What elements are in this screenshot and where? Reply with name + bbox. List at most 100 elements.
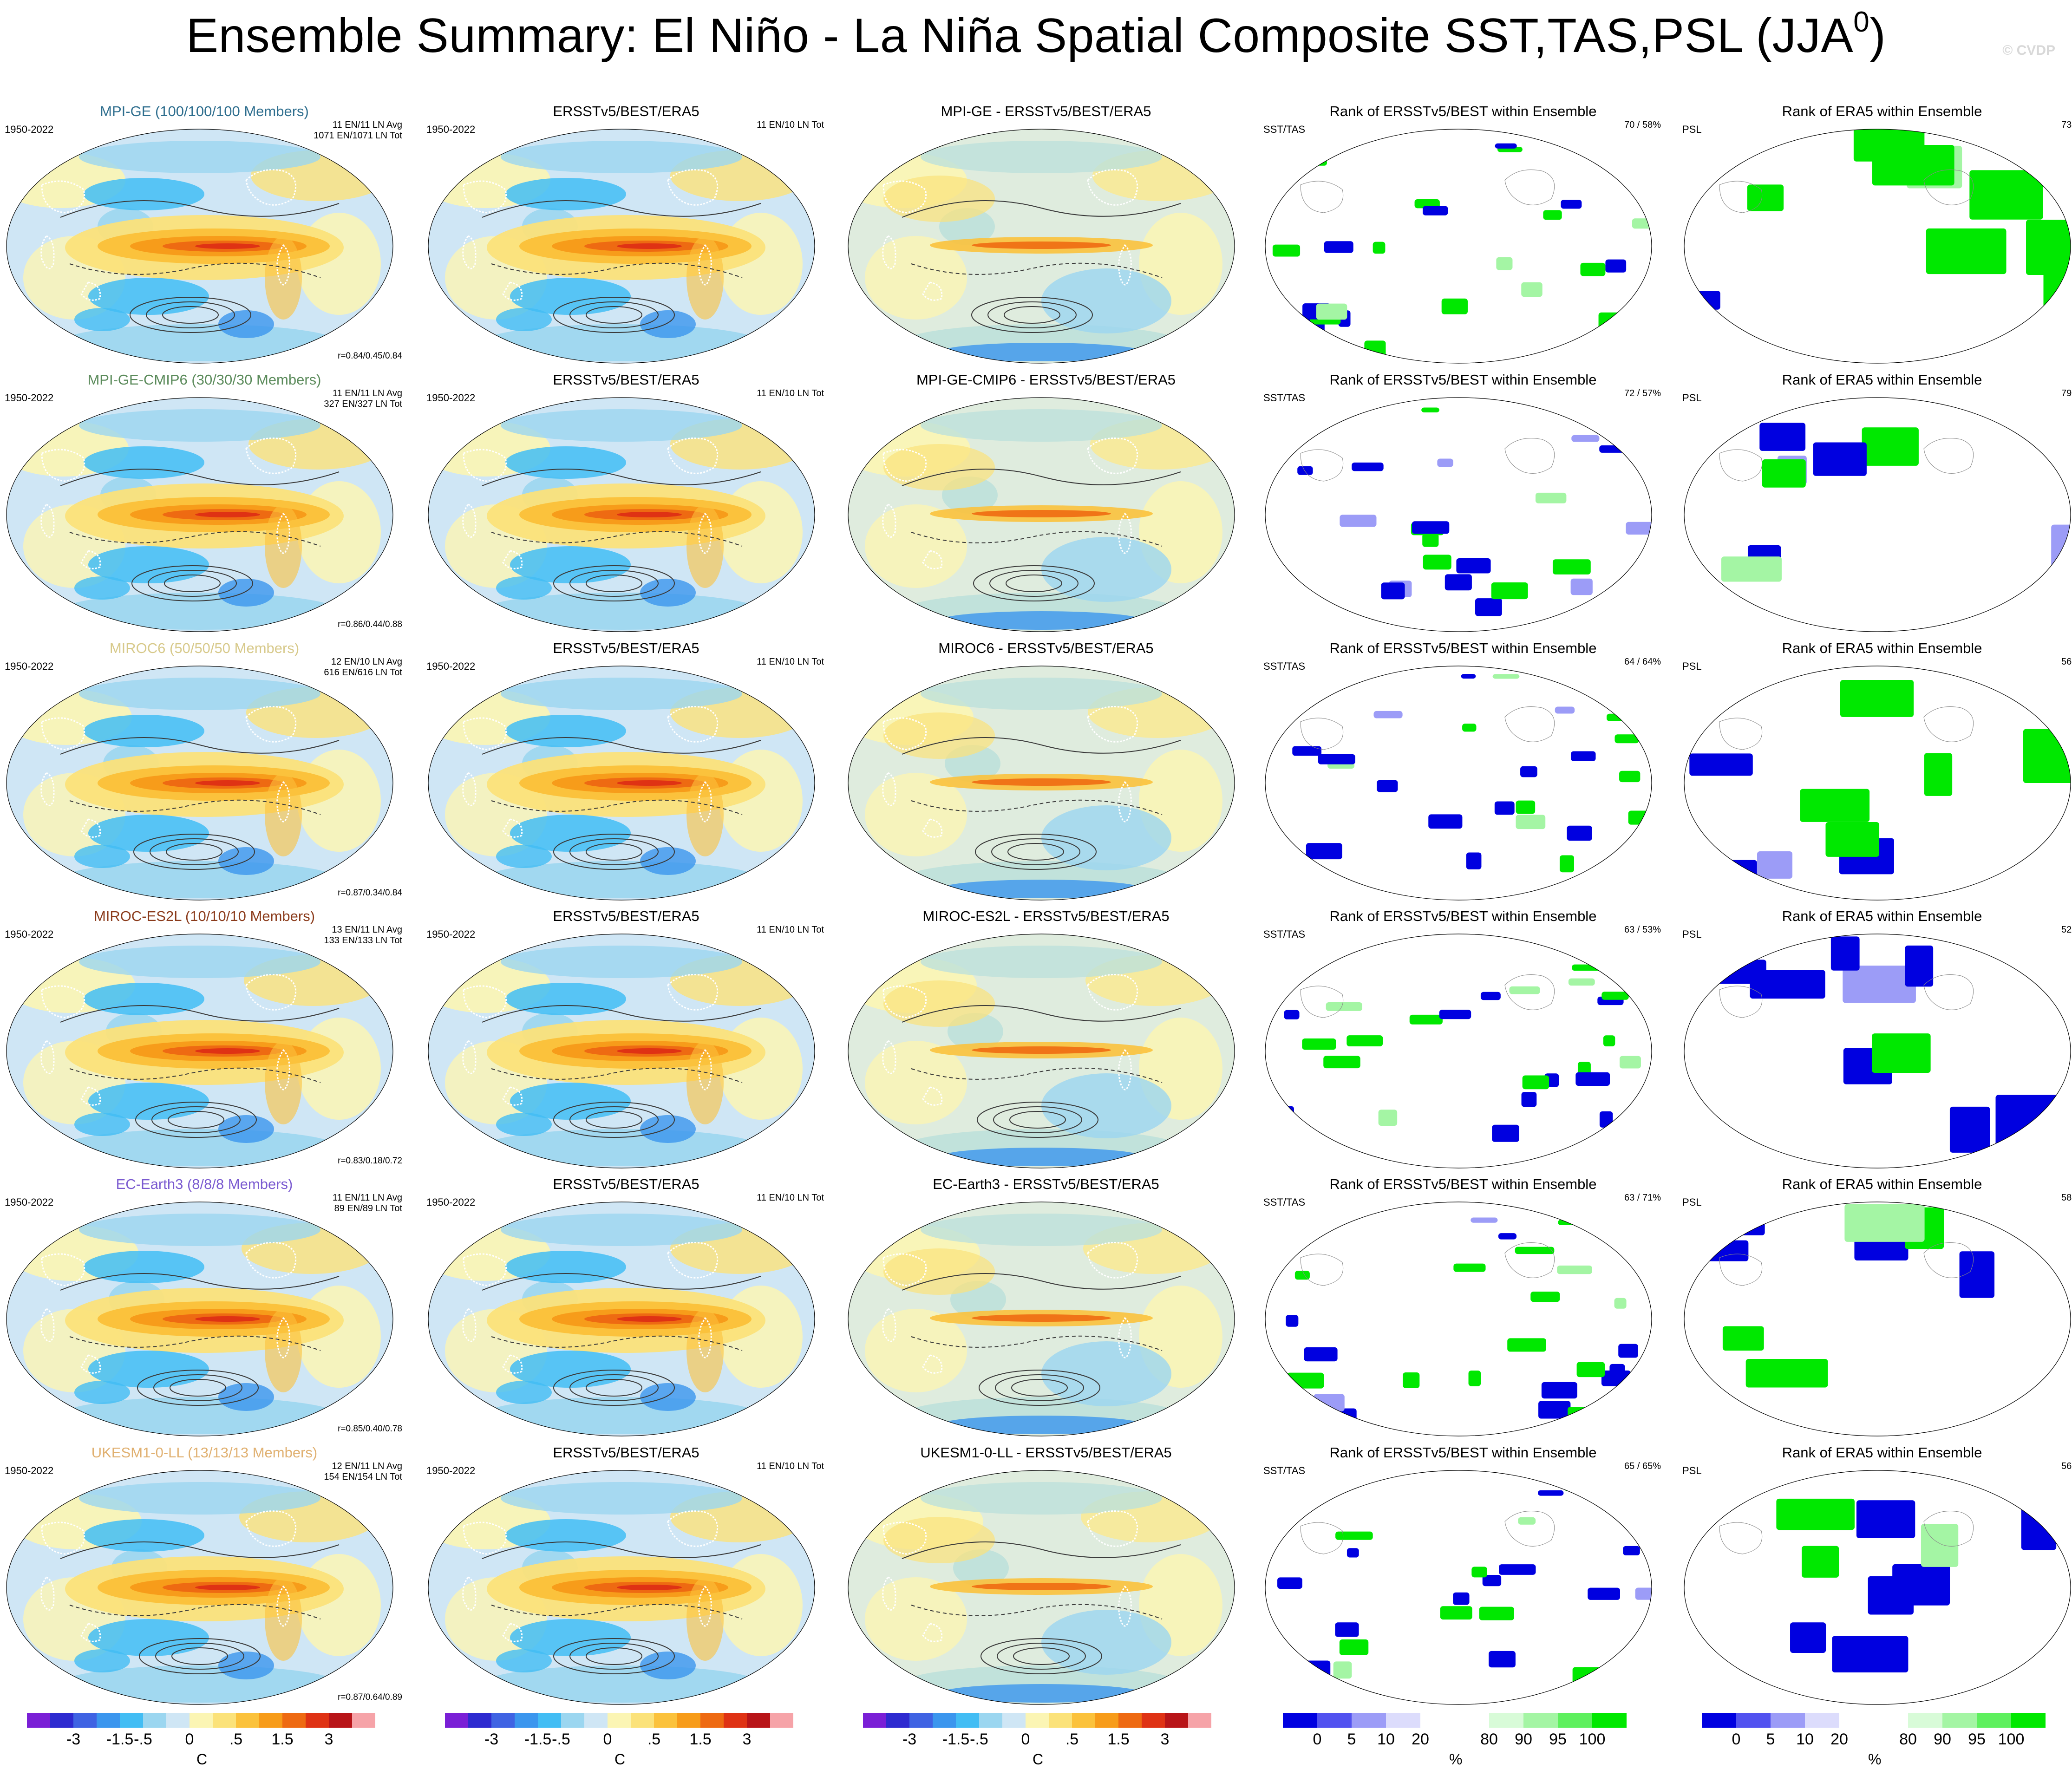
period-label: 1950-2022 — [426, 928, 476, 940]
rank-psl-map — [1684, 397, 2071, 632]
panel-title: UKESM1-0-LL (13/13/13 Members) — [91, 1444, 318, 1461]
composite-map — [6, 934, 393, 1169]
panel-observed-composite: ERSSTv5/BEST/ERA5 1950-2022 11 EN/10 LN To… — [426, 908, 826, 1173]
rank-percent: 79% — [2061, 388, 2072, 398]
count-tot: 154 EN/154 LN Tot — [324, 1472, 402, 1482]
colorbar-swatch — [909, 1713, 933, 1728]
panel-rank-psl: Rank of ERA5 within Ensemble PSL 56% — [1682, 1444, 2072, 1709]
panel-title: MPI-GE-CMIP6 - ERSSTv5/BEST/ERA5 — [916, 372, 1176, 388]
colorbar-tick: 1.5 — [271, 1730, 294, 1748]
pattern-correlation: r=0.87/0.64/0.89 — [338, 1692, 402, 1702]
panel-difference: UKESM1-0-LL - ERSSTv5/BEST/ERA5 — [846, 1444, 1246, 1709]
rank-sst-map — [1265, 666, 1652, 901]
map-field — [7, 1202, 393, 1436]
count-avg: 11 EN/11 LN Avg — [332, 388, 402, 398]
composite-counts: 11 EN/10 LN Tot — [757, 388, 824, 398]
rank-colorbar: 0 5 10 20 80 90 95 100% — [1283, 1713, 1627, 1776]
temperature-colorbar: -3 -1.5 -.5 0 .5 1.5 3 C — [27, 1713, 375, 1776]
variable-label: SST/TAS — [1263, 124, 1306, 135]
panel-rank-sst-tas: Rank of ERSSTv5/BEST within Ensemble SST/… — [1263, 908, 1663, 1173]
composite-map — [6, 666, 393, 901]
composite-counts: 11 EN/10 LN Tot — [757, 1193, 824, 1203]
count-tot: 616 EN/616 LN Tot — [324, 667, 402, 678]
panel-title: ERSSTv5/BEST/ERA5 — [553, 908, 699, 924]
panel-rank-psl: Rank of ERA5 within Ensemble PSL 58% — [1682, 1176, 2072, 1441]
panel-title: Rank of ERSSTv5/BEST within Ensemble — [1329, 640, 1597, 656]
count-avg: 12 EN/10 LN Avg — [331, 657, 402, 667]
observed-map — [428, 666, 815, 901]
panel-title: ERSSTv5/BEST/ERA5 — [553, 1176, 699, 1192]
figure-title-text: Ensemble Summary: El Niño - La Niña Spat… — [186, 9, 1854, 63]
count-tot: 327 EN/327 LN Tot — [324, 399, 402, 409]
panel-rank-sst-tas: Rank of ERSSTv5/BEST within Ensemble SST/… — [1263, 372, 1663, 636]
panel-observed-composite: ERSSTv5/BEST/ERA5 1950-2022 11 EN/10 LN To… — [426, 640, 826, 905]
panel-observed-composite: ERSSTv5/BEST/ERA5 1950-2022 11 EN/10 LN To… — [426, 1444, 826, 1709]
colorbar-swatch — [1352, 1713, 1386, 1728]
rank-sst-map — [1265, 1470, 1652, 1705]
map-field — [428, 1470, 815, 1704]
difference-map — [848, 1201, 1235, 1436]
count-tot: 89 EN/89 LN Tot — [334, 1203, 402, 1214]
colorbar-swatch — [445, 1713, 468, 1728]
pattern-correlation: r=0.87/0.34/0.84 — [338, 888, 402, 898]
colorbar-tick: -3 — [66, 1730, 81, 1748]
panel-difference: MIROC-ES2L - ERSSTv5/BEST/ERA5 — [846, 908, 1246, 1173]
colorbar-swatch — [1165, 1713, 1188, 1728]
map-field — [7, 129, 393, 363]
composite-counts: 12 EN/10 LN Avg 616 EN/616 LN Tot — [324, 657, 402, 678]
colorbar-swatch — [1026, 1713, 1049, 1728]
panel-rank-sst-tas: Rank of ERSSTv5/BEST within Ensemble SST/… — [1263, 103, 1663, 368]
count-avg: 13 EN/11 LN Avg — [332, 925, 402, 935]
variable-label: PSL — [1682, 1465, 1702, 1476]
composite-map — [6, 397, 393, 632]
colorbar-tick: 5 — [1766, 1730, 1775, 1748]
rank-percent: 56% — [2061, 1461, 2072, 1471]
colorbar-swatch — [259, 1713, 282, 1728]
composite-counts: 11 EN/10 LN Tot — [757, 657, 824, 667]
colorbar-swatch — [1386, 1713, 1420, 1728]
rank-sst-map — [1265, 397, 1652, 632]
map-field — [7, 1470, 393, 1704]
panel-title: Rank of ERA5 within Ensemble — [1782, 1176, 1982, 1192]
panel-model-composite: MPI-GE (100/100/100 Members) 1950-2022 11 … — [5, 103, 404, 368]
map-field — [7, 398, 393, 632]
panel-title: UKESM1-0-LL - ERSSTv5/BEST/ERA5 — [920, 1444, 1172, 1461]
rank-percent: 63 / 53% — [1624, 925, 1661, 935]
count-tot: 1071 EN/1071 LN Tot — [314, 131, 402, 141]
colorbar-tick: 0 — [603, 1730, 612, 1748]
map-field — [848, 666, 1235, 900]
colorbar-tick: -1.5 — [524, 1730, 552, 1748]
period-label: 1950-2022 — [426, 1196, 476, 1208]
colorbar-unit: % — [1449, 1751, 1463, 1768]
rank-sst-map — [1265, 129, 1652, 364]
colorbar-swatch — [956, 1713, 979, 1728]
panel-title: MPI-GE (100/100/100 Members) — [100, 103, 309, 119]
colorbar-tick: .5 — [1065, 1730, 1079, 1748]
composite-counts: 11 EN/11 LN Avg 1071 EN/1071 LN Tot — [314, 120, 402, 141]
temperature-colorbar: -3 -1.5 -.5 0 .5 1.5 3 C — [445, 1713, 793, 1776]
panel-title: MIROC6 (50/50/50 Members) — [109, 640, 300, 656]
map-field — [428, 934, 815, 1168]
rank-percent: 58% — [2061, 1193, 2072, 1203]
colorbar-swatch — [1142, 1713, 1165, 1728]
panel-observed-composite: ERSSTv5/BEST/ERA5 1950-2022 11 EN/10 LN To… — [426, 103, 826, 368]
colorbar-swatch — [561, 1713, 584, 1728]
rank-field — [1265, 1202, 1652, 1436]
period-label: 1950-2022 — [5, 928, 54, 940]
colorbar-swatch — [1558, 1713, 1592, 1728]
panel-difference: EC-Earth3 - ERSSTv5/BEST/ERA5 — [846, 1176, 1246, 1441]
colorbar-swatch — [631, 1713, 654, 1728]
panel-model-composite: EC-Earth3 (8/8/8 Members) 1950-2022 11 EN/… — [5, 1176, 404, 1441]
cvdp-credit: © CVDP — [2002, 43, 2055, 58]
panel-title: ERSSTv5/BEST/ERA5 — [553, 103, 699, 119]
period-label: 1950-2022 — [5, 392, 54, 404]
colorbar-swatch — [1736, 1713, 1771, 1728]
variable-label: PSL — [1682, 928, 1702, 940]
panel-rank-sst-tas: Rank of ERSSTv5/BEST within Ensemble SST/… — [1263, 1176, 1663, 1441]
colorbar-tick: 3 — [1160, 1730, 1170, 1748]
colorbar-tick: 0 — [1021, 1730, 1030, 1748]
rank-percent: 56% — [2061, 657, 2072, 667]
colorbar-swatch — [608, 1713, 631, 1728]
panel-difference: MIROC6 - ERSSTv5/BEST/ERA5 — [846, 640, 1246, 905]
map-field — [428, 398, 815, 632]
